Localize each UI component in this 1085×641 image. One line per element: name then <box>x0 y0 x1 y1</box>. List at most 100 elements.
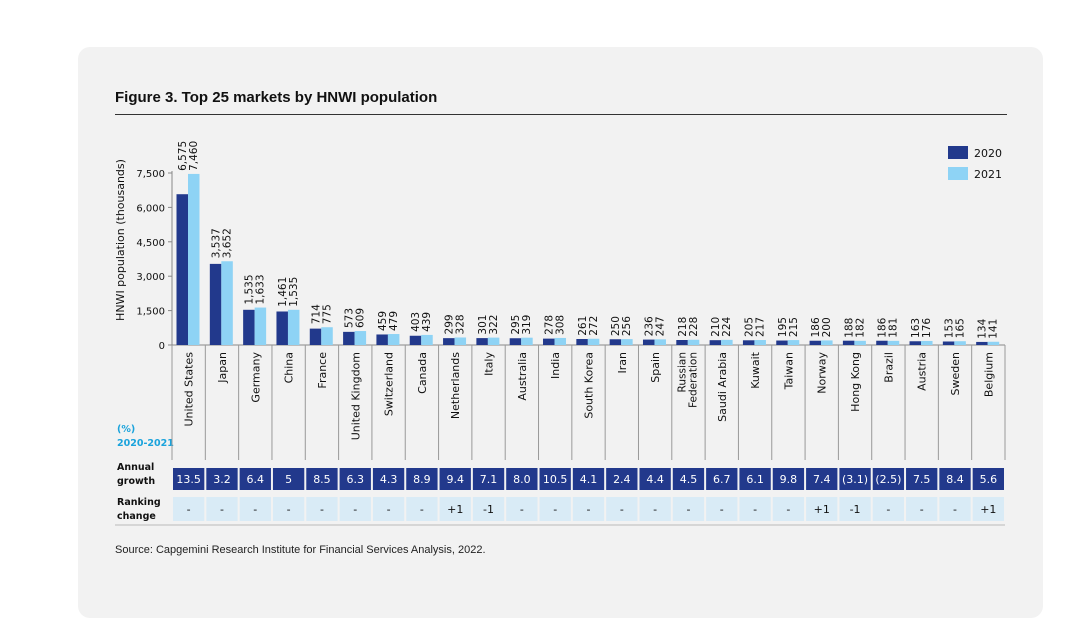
category-label: Canada <box>416 352 429 394</box>
value-label-2021: 7,460 <box>188 141 200 171</box>
value-label-2020: 210 <box>710 317 722 337</box>
growth-cell <box>672 468 705 490</box>
ranking-cell <box>606 497 638 521</box>
category-label: Italy <box>483 352 496 376</box>
bar-2020-1 <box>209 263 222 345</box>
growth-value: 7.1 <box>480 473 498 486</box>
ranking-cell <box>872 497 905 521</box>
bar-2020-5 <box>343 331 355 345</box>
ranking-value: - <box>886 503 890 516</box>
bar-2021-12 <box>587 338 600 345</box>
growth-value: 4.4 <box>646 473 664 486</box>
y-axis-label: HNWI population (thousands) <box>114 159 127 321</box>
category-label: Norway <box>816 352 829 394</box>
ranking-cell <box>572 497 605 521</box>
value-label-2021: 247 <box>654 316 666 336</box>
bar-2020-15 <box>676 340 688 345</box>
bar-2021-10 <box>521 337 533 345</box>
growth-cell <box>472 468 505 490</box>
value-label-2021: 141 <box>988 319 1000 339</box>
growth-value: 9.4 <box>446 473 464 486</box>
bar-2021-24 <box>987 341 1000 345</box>
category-label: Australia <box>516 352 529 401</box>
growth-value: 7.4 <box>813 473 831 486</box>
ranking-cell <box>206 497 238 521</box>
ranking-value: - <box>287 503 291 516</box>
value-label-2021: 308 <box>555 315 567 335</box>
ranking-value: - <box>587 503 591 516</box>
ranking-cell <box>672 497 705 521</box>
value-label-2021: 439 <box>421 312 433 332</box>
bar-2021-21 <box>887 340 900 345</box>
growth-value: 8.4 <box>946 473 964 486</box>
growth-value: (2.5) <box>875 473 901 486</box>
growth-value: 9.8 <box>780 473 798 486</box>
ranking-cell <box>639 497 671 521</box>
bar-2021-22 <box>921 340 933 345</box>
y-tick-label: 0 <box>159 341 165 352</box>
bar-2020-6 <box>376 334 388 345</box>
ranking-value: -1 <box>483 503 494 516</box>
value-label-2021: 182 <box>854 318 866 338</box>
value-label-2020: 573 <box>344 308 356 328</box>
growth-value: 3.2 <box>213 473 231 486</box>
category-label: France <box>316 352 329 389</box>
bar-2020-17 <box>742 340 755 345</box>
value-label-2021: 165 <box>954 318 966 338</box>
ranking-cell <box>339 497 371 521</box>
growth-value: 6.1 <box>746 473 764 486</box>
value-label-2020: 186 <box>877 317 889 337</box>
bar-2021-5 <box>354 331 367 345</box>
bar-2021-11 <box>554 337 567 345</box>
growth-value: 7.5 <box>913 473 931 486</box>
value-label-2021: 256 <box>621 316 633 336</box>
title-rule <box>115 114 1007 115</box>
value-label-2021: 1,535 <box>288 277 300 307</box>
ranking-cell <box>173 497 205 521</box>
value-label-2020: 301 <box>477 315 489 335</box>
category-label: Germany <box>249 352 262 403</box>
legend-label-2020: 2020 <box>974 147 1002 160</box>
bar-2020-4 <box>309 328 322 345</box>
ranking-value: - <box>953 503 957 516</box>
ranking-value: - <box>353 503 357 516</box>
bar-2021-19 <box>821 340 833 345</box>
bar-2021-9 <box>487 337 500 345</box>
growth-cell <box>539 468 571 490</box>
bar-2021-3 <box>287 309 300 345</box>
bar-2021-0 <box>188 173 200 345</box>
row-label-ranking_1: Ranking <box>117 497 161 508</box>
growth-cell <box>639 468 671 490</box>
growth-cell <box>606 468 638 490</box>
value-label-2021: 328 <box>455 314 467 334</box>
ranking-cell <box>806 497 838 521</box>
ranking-value: - <box>387 503 391 516</box>
bar-2020-23 <box>942 341 955 345</box>
ranking-cell <box>406 497 438 521</box>
value-label-2020: 403 <box>410 312 422 332</box>
category-label: United States <box>183 352 196 427</box>
category-label: United Kingdom <box>349 352 362 440</box>
ranking-value: - <box>420 503 424 516</box>
source-note: Source: Capgemini Research Institute for… <box>115 544 486 556</box>
ranking-cell <box>706 497 738 521</box>
category-label: Iran <box>616 352 629 374</box>
legend-swatch-2020 <box>948 146 968 159</box>
value-label-2020: 3,537 <box>210 228 222 258</box>
bar-2020-12 <box>576 339 588 345</box>
growth-value: 8.0 <box>513 473 531 486</box>
ranking-cell <box>506 497 538 521</box>
growth-value: 8.5 <box>313 473 331 486</box>
row-label-pct: (%) <box>117 424 135 435</box>
row-label-growth_2: growth <box>117 476 155 487</box>
value-label-2021: 319 <box>521 315 533 335</box>
ranking-value: - <box>553 503 557 516</box>
growth-cell <box>372 468 405 490</box>
ranking-value: - <box>320 503 324 516</box>
ranking-cell <box>739 497 771 521</box>
category-label: Taiwan <box>782 352 795 390</box>
category-label: Kuwait <box>749 351 762 388</box>
ranking-cell <box>439 497 471 521</box>
growth-cell <box>739 468 771 490</box>
bar-2020-3 <box>276 311 288 345</box>
